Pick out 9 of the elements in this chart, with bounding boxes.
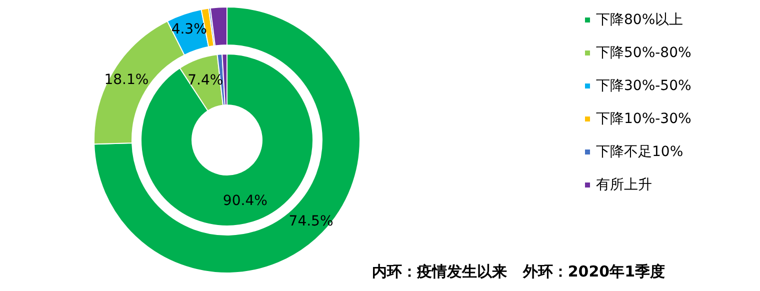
legend-label: 下降30%-50% xyxy=(596,78,692,94)
legend-label: 有所上升 xyxy=(596,177,652,193)
data-label: 90.4% xyxy=(222,192,268,209)
legend-label: 下降80%以上 xyxy=(596,12,684,28)
legend-label: 下降10%-30% xyxy=(596,111,692,127)
text: 内环：疫情发生以来 外环：2020年1季度 xyxy=(372,262,666,280)
legend-label: 下降不足10% xyxy=(596,144,684,160)
legend-label: 下降50%-80% xyxy=(596,45,692,61)
data-label: 74.5% xyxy=(288,213,334,230)
